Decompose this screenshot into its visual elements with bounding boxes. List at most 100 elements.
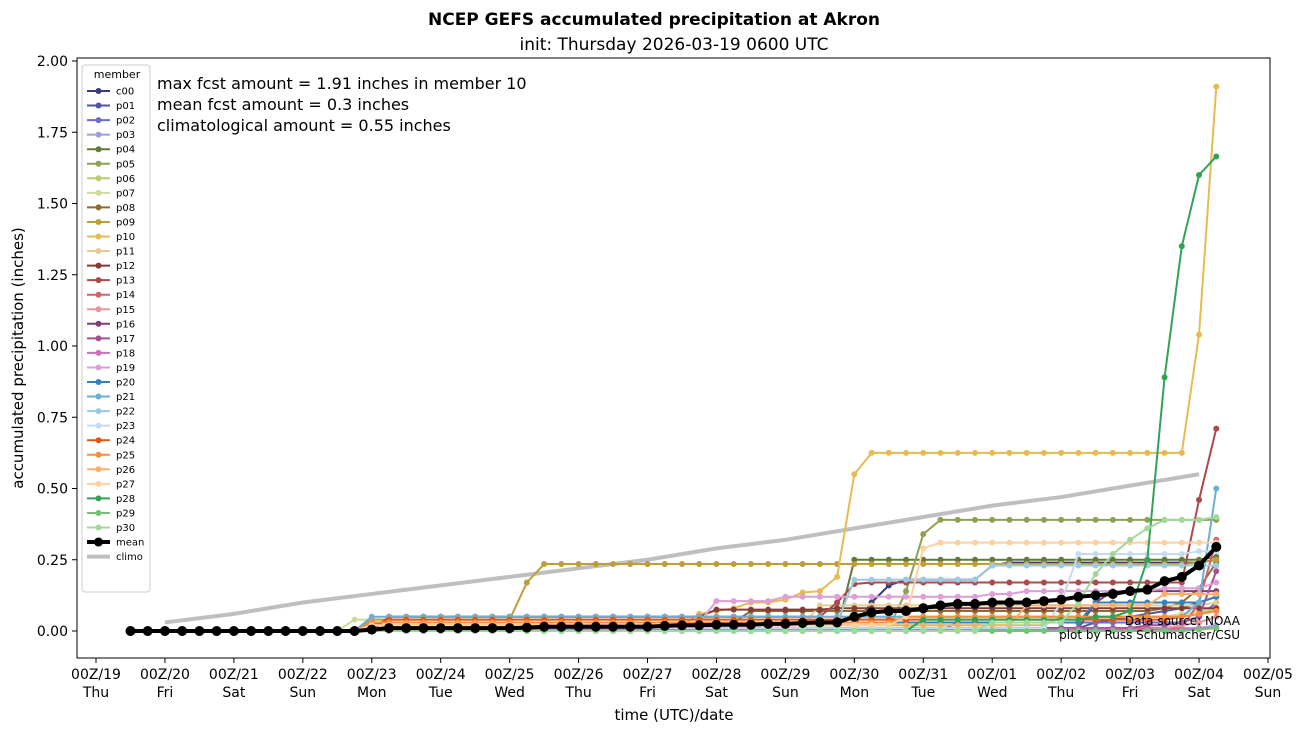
legend-label: p06: [116, 174, 135, 185]
point-p17: [1178, 619, 1185, 626]
point-mean: [435, 623, 446, 634]
point-p27: [971, 539, 978, 546]
point-p30: [1144, 525, 1151, 532]
point-p10: [1144, 449, 1151, 456]
point-p09: [523, 579, 530, 586]
point-p30: [1178, 516, 1185, 523]
x-tick-label: 00Z/30: [829, 667, 879, 683]
point-p12: [851, 605, 858, 612]
point-p04: [954, 556, 961, 563]
point-p23: [1178, 551, 1185, 558]
point-mean: [470, 623, 481, 634]
point-mean: [1056, 594, 1067, 605]
point-p05: [989, 516, 996, 523]
point-mean: [159, 626, 170, 636]
point-mean: [142, 626, 153, 636]
point-p22: [1040, 562, 1047, 569]
point-p22: [1109, 562, 1116, 569]
point-p09: [713, 561, 720, 568]
point-p30: [816, 628, 823, 634]
legend-marker: [95, 480, 102, 487]
point-mean: [418, 623, 429, 634]
point-p26: [1092, 602, 1099, 609]
point-p04: [989, 556, 996, 563]
legend-label: p08: [116, 203, 135, 214]
point-p04: [1058, 556, 1065, 563]
point-p26: [1178, 590, 1185, 597]
point-p10: [937, 449, 944, 456]
legend-label: climo: [116, 552, 143, 563]
point-p13: [1196, 496, 1203, 503]
legend-label: p29: [116, 508, 135, 519]
y-axis-label: accumulated precipitation (inches): [9, 227, 27, 489]
legend-label: p20: [116, 378, 135, 389]
y-tick-label: 0.25: [37, 553, 68, 569]
point-mean: [1194, 560, 1205, 571]
y-tick-label: 0.50: [37, 482, 68, 498]
point-mean: [901, 606, 912, 617]
point-p23: [1092, 551, 1099, 558]
legend-marker: [95, 131, 102, 138]
x-tick-label: 00Z/01: [967, 667, 1017, 683]
point-mean: [1107, 588, 1118, 599]
point-p28: [1109, 613, 1116, 620]
point-p09: [575, 561, 582, 568]
legend-label: c00: [116, 87, 134, 98]
point-mean: [211, 626, 222, 636]
point-p22: [1127, 562, 1134, 569]
legend-label: p05: [116, 159, 135, 170]
point-mean: [745, 619, 756, 630]
point-mean: [1176, 571, 1187, 582]
legend-marker: [95, 277, 102, 284]
point-p27: [1178, 539, 1185, 546]
point-p30: [834, 628, 841, 634]
point-p27: [1109, 539, 1116, 546]
point-p09: [885, 561, 892, 568]
point-p10: [1040, 449, 1047, 456]
legend-marker: [95, 320, 102, 327]
point-p05: [1075, 516, 1082, 523]
legend-label: mean: [116, 538, 144, 549]
point-p22: [989, 562, 996, 569]
point-p19: [713, 598, 720, 605]
point-p04: [903, 556, 910, 563]
point-mean: [694, 620, 705, 631]
point-p12: [713, 606, 720, 613]
y-tick-label: 1.50: [37, 197, 68, 213]
legend-marker: [95, 451, 102, 458]
point-mean: [676, 620, 687, 631]
point-p07: [351, 616, 358, 623]
point-p27: [851, 622, 858, 629]
x-tick-day: Sat: [1188, 685, 1211, 701]
point-p13: [1006, 579, 1013, 586]
point-p22: [954, 576, 961, 583]
point-mean: [1159, 576, 1170, 587]
point-p19: [903, 593, 910, 600]
point-p13: [1040, 579, 1047, 586]
point-p30: [937, 628, 944, 634]
point-p10: [989, 449, 996, 456]
point-p19: [1213, 579, 1220, 586]
point-p27: [989, 539, 996, 546]
legend-marker: [95, 291, 102, 298]
legend-marker: [95, 189, 102, 196]
point-p22: [1178, 562, 1185, 569]
point-p26: [954, 622, 961, 629]
point-mean: [711, 619, 722, 630]
point-p04: [885, 556, 892, 563]
x-tick-label: 00Z/26: [554, 667, 604, 683]
point-p26: [1196, 590, 1203, 597]
point-mean: [228, 626, 239, 636]
x-tick-day: Thu: [1047, 685, 1074, 701]
point-p25: [1127, 613, 1134, 620]
y-tick-label: 1.75: [37, 125, 68, 141]
x-tick-day: Sun: [772, 685, 799, 701]
legend-label: p23: [116, 421, 135, 432]
point-p09: [661, 561, 668, 568]
legend-label: p01: [116, 101, 135, 112]
y-tick-label: 1.25: [37, 268, 68, 284]
point-p10: [1006, 449, 1013, 456]
point-p05: [954, 516, 961, 523]
point-p30: [989, 619, 996, 626]
point-p25: [1144, 613, 1151, 620]
